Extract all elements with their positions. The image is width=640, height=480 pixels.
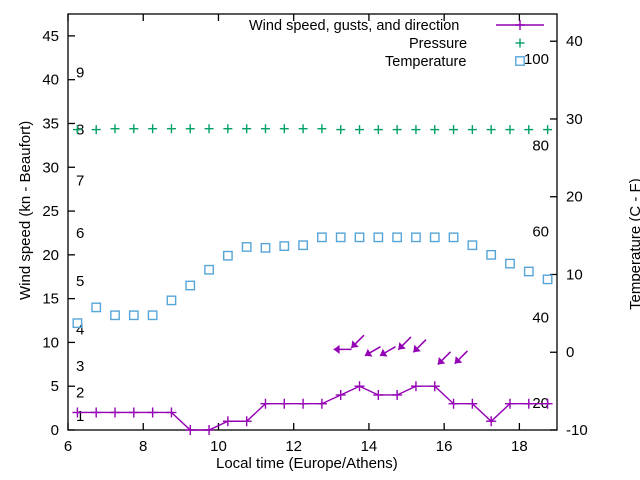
legend-label-pressure[interactable]: Pressure (409, 36, 468, 52)
marker-square (298, 240, 308, 251)
wind-arrow-head (333, 344, 340, 355)
y-tick-label: 10 (42, 334, 59, 351)
marker-square (515, 56, 525, 66)
marker-square (392, 232, 403, 243)
marker-square (317, 232, 327, 243)
beaufort-label: 6 (76, 225, 84, 242)
marker-square (241, 242, 252, 252)
marker-square (204, 264, 214, 275)
marker-square (542, 274, 553, 285)
y-tick-label: 45 (42, 28, 59, 45)
beaufort-label: 3 (76, 358, 84, 375)
beaufort-label: 1 (76, 408, 84, 425)
marker-square (110, 310, 120, 321)
x-tick-label: 6 (64, 438, 72, 455)
marker-square (222, 250, 233, 261)
y-tick-label: 30 (42, 159, 59, 176)
marker-square (72, 318, 83, 329)
y2-tick-label: 30 (566, 111, 583, 128)
series-line (77, 385, 548, 431)
marker-square (505, 258, 515, 269)
inner-axis-labels: 12345678920406080100 (76, 51, 549, 425)
y2-tick-label: 40 (566, 33, 583, 50)
marker-square (260, 242, 271, 253)
x-tick-label: 16 (436, 438, 453, 455)
wind-arrow-head (364, 348, 373, 357)
marker-square (147, 310, 158, 321)
y-tick-label: 20 (42, 247, 59, 264)
legend-keys (496, 20, 544, 66)
fahrenheit-label: 100 (524, 51, 549, 68)
marker-square (429, 232, 440, 243)
x-tick-label: 8 (139, 438, 147, 455)
marker-square (373, 232, 384, 243)
wind-arrow-head (454, 356, 463, 364)
beaufort-label: 9 (76, 65, 84, 82)
marker-square (354, 232, 365, 243)
series-2[interactable] (72, 232, 553, 329)
marker-square (411, 232, 421, 243)
marker-square (448, 232, 459, 243)
marker-square (185, 280, 196, 291)
marker-square (523, 266, 534, 277)
marker-square (128, 310, 139, 321)
y2-axis-title: Temperature (C - F) (627, 178, 640, 310)
wind-direction-arrows (333, 334, 468, 366)
legend-label-temperature[interactable]: Temperature (385, 54, 467, 70)
y-tick-label: 40 (42, 72, 59, 89)
y2-tick-label: 20 (566, 189, 583, 206)
marker-square (279, 241, 290, 251)
fahrenheit-label: 40 (532, 309, 549, 326)
y-tick-label: 25 (42, 203, 59, 220)
beaufort-label: 2 (76, 384, 84, 401)
fahrenheit-label: 60 (532, 224, 549, 241)
y2-tick-label: -10 (566, 422, 588, 439)
beaufort-label: 7 (76, 172, 84, 189)
series-1[interactable] (72, 124, 553, 135)
x-tick-label: 12 (285, 438, 302, 455)
beaufort-label: 4 (76, 321, 84, 338)
wind-arrow-head (413, 344, 421, 353)
marker-square (467, 240, 478, 251)
beaufort-label: 5 (76, 273, 84, 290)
marker-square (335, 232, 346, 243)
x-tick-label: 18 (511, 438, 528, 455)
y2-tick-label: 10 (566, 266, 583, 283)
y-tick-label: 15 (42, 291, 59, 308)
y-axis-title: Wind speed (kn - Beaufort) (17, 120, 34, 300)
y-tick-label: 0 (51, 422, 59, 439)
wind-arrow-head (437, 357, 446, 365)
marker-square (166, 295, 177, 306)
y-tick-label: 35 (42, 115, 59, 132)
marker-square (91, 302, 102, 313)
y2-tick-label: 0 (566, 344, 574, 361)
legend-label-wind-speed[interactable]: Wind speed, gusts, and direction (249, 18, 460, 34)
wind-arrow-head (379, 348, 388, 357)
x-tick-label: 14 (361, 438, 378, 455)
fahrenheit-label: 80 (532, 137, 549, 154)
wind-arrow-head (351, 340, 359, 348)
wind-arrow-head (398, 342, 406, 350)
marker-square (486, 249, 497, 260)
y-tick-label: 5 (51, 378, 59, 395)
plot-frame (67, 13, 558, 431)
series-0[interactable] (72, 381, 553, 435)
x-tick-label: 10 (210, 438, 227, 455)
x-axis-title: Local time (Europe/Athens) (216, 455, 398, 472)
